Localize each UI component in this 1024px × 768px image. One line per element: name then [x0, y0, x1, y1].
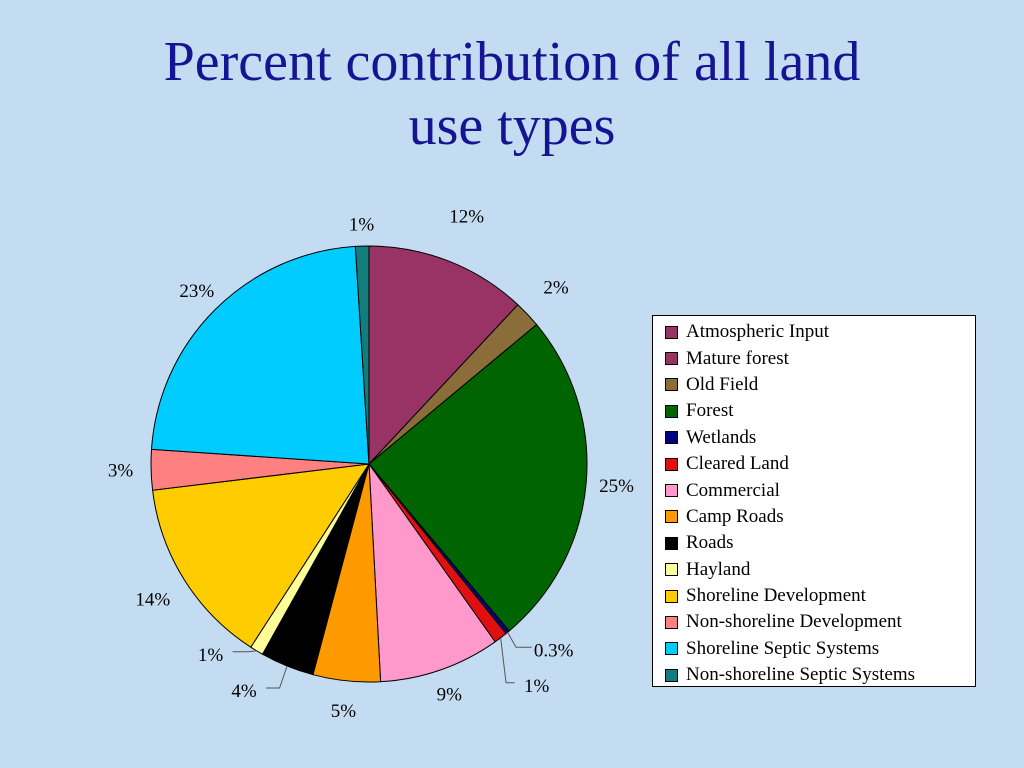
legend-label: Shoreline Development — [686, 585, 866, 607]
legend-label: Cleared Land — [686, 453, 789, 475]
data-label-non-shoreline-septic-systems: 1% — [349, 214, 375, 235]
legend-item-camp-roads: Camp Roads — [665, 504, 975, 530]
legend-swatch — [665, 589, 678, 603]
pie-slice-atmospheric-input — [368, 245, 519, 466]
legend-swatch — [665, 615, 678, 629]
legend-item-old-field: Old Field — [665, 372, 975, 398]
data-label-roads: 4% — [231, 681, 257, 702]
data-label-wetlands: 0.3% — [534, 640, 574, 661]
legend-item-non-shoreline-development: Non-shoreline Development — [665, 609, 975, 635]
slide-title-line-2: use types — [408, 95, 616, 157]
data-label-cleared-land: 1% — [524, 676, 550, 697]
legend-label: Roads — [686, 532, 734, 554]
slide-title-line-1: Percent contribution of all land — [163, 31, 861, 93]
legend-item-commercial: Commercial — [665, 477, 975, 503]
legend-swatch — [665, 431, 678, 445]
legend-item-atmospheric-input: Atmospheric Input — [665, 319, 975, 345]
pie-slice-non-shoreline-septic-systems — [354, 245, 370, 465]
leader-line-hayland — [232, 650, 257, 653]
data-label-shoreline-development: 14% — [135, 589, 170, 610]
leader-line-cleared-land — [500, 637, 515, 684]
pie-slice-commercial — [368, 462, 496, 683]
data-label-camp-roads: 5% — [331, 701, 357, 722]
legend-label: Non-shoreline Development — [686, 611, 902, 633]
pie-slice-shoreline-septic-systems — [150, 245, 370, 465]
legend-label: Non-shoreline Septic Systems — [686, 664, 916, 686]
legend-label: Shoreline Septic Systems — [686, 637, 880, 659]
legend-item-non-shoreline-septic-systems: Non-shoreline Septic Systems — [665, 662, 975, 688]
pie-slice-forest — [368, 323, 588, 632]
legend-swatch — [665, 457, 678, 471]
pie-slice-shoreline-development — [152, 463, 370, 648]
slide-title: Percent contribution of all land use typ… — [0, 30, 1024, 158]
legend-label: Forest — [686, 400, 734, 422]
leader-line-roads — [266, 665, 288, 689]
legend-item-hayland: Hayland — [665, 557, 975, 583]
data-label-old-field: 2% — [543, 277, 569, 298]
legend-label: Old Field — [686, 373, 759, 395]
legend-swatch — [665, 642, 678, 656]
legend-item-mature-forest: Mature forest — [665, 345, 975, 371]
leader-line-wetlands — [507, 632, 532, 648]
legend-label: Atmospheric Input — [686, 321, 830, 343]
legend-label: Camp Roads — [686, 505, 784, 527]
legend-label: Hayland — [686, 558, 751, 580]
legend-item-cleared-land: Cleared Land — [665, 451, 975, 477]
chart-legend: Atmospheric Input Mature forest Old Field F… — [652, 315, 976, 687]
legend-swatch — [665, 510, 678, 524]
data-label-shoreline-septic-systems: 23% — [179, 281, 214, 302]
legend-swatch — [665, 536, 678, 550]
data-label-commercial: 9% — [437, 685, 463, 706]
data-label-atmospheric-input: 12% — [449, 207, 484, 228]
legend-swatch — [665, 484, 678, 498]
legend-swatch — [665, 325, 678, 339]
legend-label: Wetlands — [686, 426, 757, 448]
legend-item-roads: Roads — [665, 530, 975, 556]
legend-item-shoreline-septic-systems: Shoreline Septic Systems — [665, 636, 975, 662]
legend-swatch — [665, 668, 678, 682]
legend-item-wetlands: Wetlands — [665, 425, 975, 451]
legend-swatch — [665, 378, 678, 392]
legend-label: Commercial — [686, 479, 780, 501]
legend-item-shoreline-development: Shoreline Development — [665, 583, 975, 609]
legend-label: Mature forest — [686, 347, 789, 369]
legend-swatch — [665, 404, 678, 418]
legend-item-forest: Forest — [665, 398, 975, 424]
data-label-non-shoreline-development: 3% — [108, 461, 134, 482]
legend-swatch — [665, 563, 678, 577]
data-label-hayland: 1% — [198, 645, 224, 666]
data-label-forest: 25% — [599, 476, 634, 497]
legend-swatch — [665, 352, 678, 366]
